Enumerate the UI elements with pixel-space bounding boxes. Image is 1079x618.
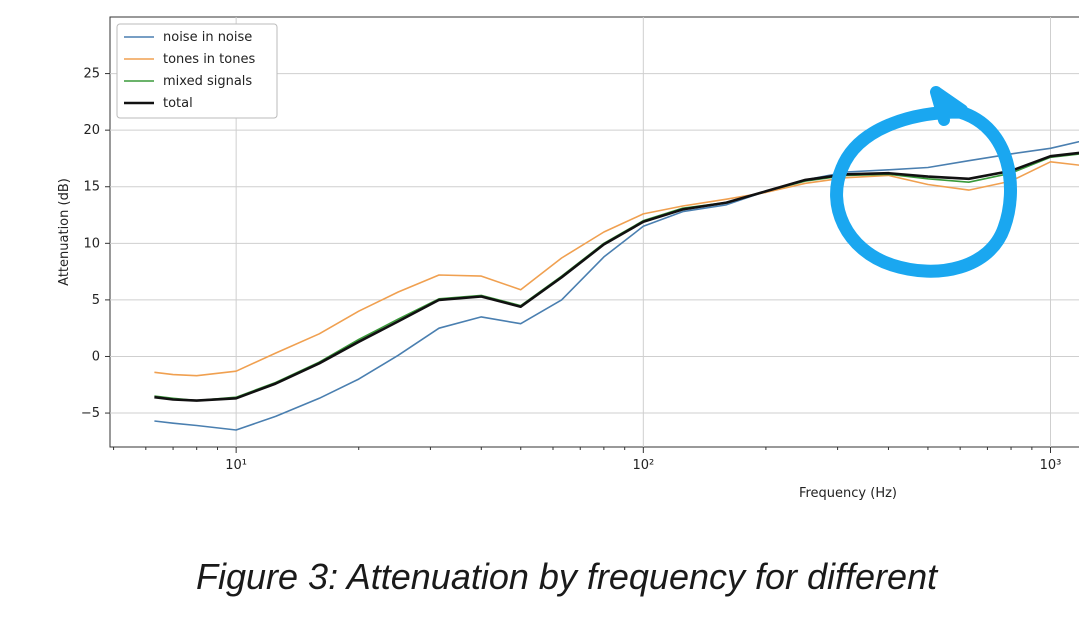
legend-entry: noise in noise: [163, 30, 252, 45]
y-tick-label: 20: [83, 123, 100, 138]
x-tick-label: 10²: [632, 458, 654, 473]
series-layer: [154, 140, 1079, 431]
x-tick-label: 10¹: [225, 458, 247, 473]
y-axis-label: Attenuation (dB): [57, 178, 72, 286]
series-line-tones-in-tones: [154, 161, 1079, 377]
x-tick-labels: 10¹ 10² 10³: [225, 447, 1061, 473]
legend-box: [116, 23, 278, 119]
grid-lines: [110, 17, 1079, 447]
legend: noise in noise tones in tones mixed signal…: [116, 23, 278, 119]
legend-entry: total: [163, 96, 193, 111]
hand-drawn-circle-annotation: [830, 86, 1017, 278]
y-tick-label: 15: [83, 180, 100, 195]
y-tick-label: 0: [92, 349, 100, 364]
y-tick-label: 10: [83, 236, 100, 251]
series-line-total: [154, 151, 1079, 402]
x-minor-ticks: [113, 447, 1033, 450]
legend-entry: mixed signals: [163, 74, 252, 89]
y-tick-label: −5: [81, 406, 100, 421]
legend-entry: tones in tones: [163, 52, 255, 67]
x-axis-label: Frequency (Hz): [799, 486, 897, 501]
x-tick-label: 10³: [1040, 458, 1062, 473]
figure-caption: Figure 3: Attenuation by frequency for d…: [196, 556, 938, 597]
y-tick-labels: −5 0 5 10 15 20 25: [81, 67, 110, 421]
y-tick-label: 25: [83, 67, 100, 82]
series-line-noise-in-noise: [154, 140, 1079, 431]
annotation-circle: [830, 105, 1017, 278]
annotation-arrowhead: [930, 86, 968, 126]
y-tick-label: 5: [92, 293, 100, 308]
